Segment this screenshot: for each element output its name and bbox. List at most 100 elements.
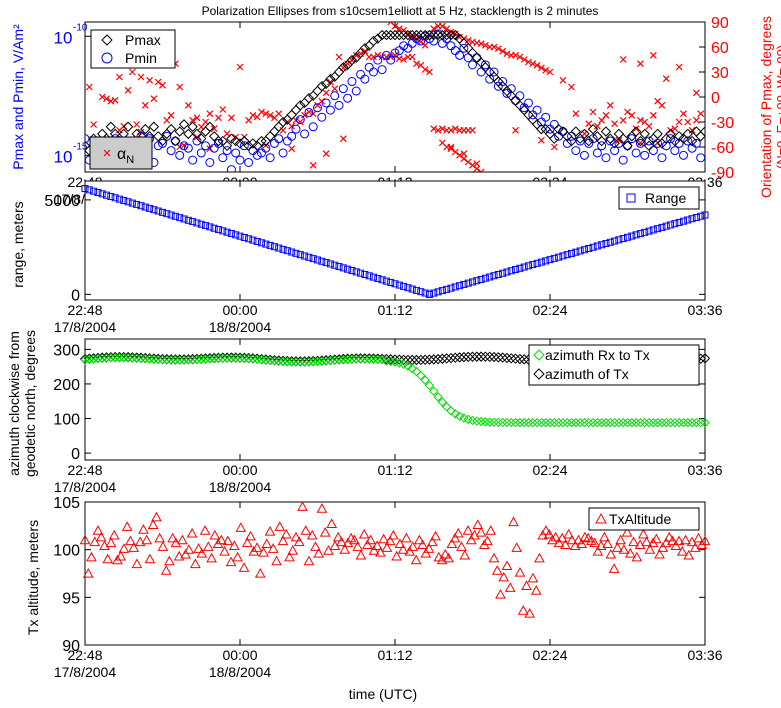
range-point xyxy=(245,235,253,243)
azimuth-rx-point xyxy=(687,417,697,428)
altitude-point xyxy=(131,558,143,569)
y-tick-label: 100 xyxy=(53,412,80,429)
alpha-point xyxy=(370,53,377,61)
alpha-point xyxy=(116,73,123,81)
pmin-point xyxy=(338,84,348,94)
pmin-point xyxy=(330,91,340,101)
altitude-point xyxy=(180,548,191,559)
altitude-point xyxy=(375,546,386,557)
azimuth-rx-point xyxy=(119,353,129,363)
pmax-point xyxy=(295,100,306,111)
alpha-point xyxy=(593,122,601,130)
alpha-point xyxy=(568,83,575,91)
azimuth-rx-point xyxy=(330,355,340,365)
range-point xyxy=(490,272,498,280)
range-point xyxy=(636,230,644,238)
altitude-point xyxy=(381,542,393,552)
altitude-point xyxy=(511,542,523,552)
azimuth-rx-point xyxy=(678,417,689,428)
alpha-point xyxy=(434,126,442,134)
altitude-point xyxy=(488,552,500,563)
pmin-point xyxy=(231,148,241,158)
legend-marker-pmax xyxy=(101,34,113,46)
alpha-point xyxy=(542,66,550,74)
range-point xyxy=(378,276,386,284)
pmax-point xyxy=(338,62,349,73)
altitude-point xyxy=(641,536,652,547)
range-point xyxy=(361,271,369,278)
pmax-point xyxy=(600,126,612,137)
alpha-point xyxy=(137,73,145,81)
alpha-point xyxy=(456,33,464,41)
azimuth-rx-point xyxy=(364,354,374,364)
range-point xyxy=(94,189,102,197)
pmax-point xyxy=(140,123,151,135)
azimuth-rx-point xyxy=(136,353,146,364)
azimuth-rx-point xyxy=(480,417,491,427)
azimuth-rx-point xyxy=(635,417,646,428)
alpha-point xyxy=(275,110,283,118)
azimuth-rx-point xyxy=(230,353,241,363)
altitude-point xyxy=(465,534,477,545)
range-point xyxy=(559,252,567,260)
azimuth-rx-point xyxy=(183,355,194,365)
pmax-point xyxy=(204,121,216,132)
pmax-point xyxy=(432,29,444,41)
pmin-point xyxy=(670,146,680,156)
x-tick-date-label: 18/8/2004 xyxy=(209,479,271,495)
altitude-point xyxy=(550,531,562,542)
altitude-point xyxy=(456,541,467,551)
y-tick-label: 105 xyxy=(53,495,80,512)
range-point xyxy=(249,236,257,244)
altitude-point xyxy=(293,536,305,547)
altitude-point xyxy=(105,537,117,548)
alpha-point xyxy=(184,101,192,109)
y-tick-label: 100 xyxy=(53,543,80,560)
y-axis-label: Tx altitude, meters xyxy=(25,520,41,635)
azimuth-rx-point xyxy=(558,417,568,428)
altitude-point xyxy=(193,543,204,553)
altitude-point xyxy=(254,567,266,578)
range-point xyxy=(81,185,89,193)
pmax-point xyxy=(105,121,117,132)
pmin-point xyxy=(635,138,645,148)
azimuth-rx-point xyxy=(596,417,607,428)
range-point xyxy=(434,288,442,296)
range-point xyxy=(473,277,481,285)
altitude-point xyxy=(410,554,422,565)
range-point xyxy=(425,290,433,298)
alpha-point xyxy=(520,56,528,63)
pmax-point xyxy=(221,140,233,152)
alpha-point xyxy=(150,95,158,103)
alpha-point xyxy=(331,85,339,93)
altitude-point xyxy=(222,535,234,546)
range-point xyxy=(417,288,425,296)
pmin-point xyxy=(222,146,232,156)
altitude-point xyxy=(157,541,169,551)
range-point xyxy=(589,243,597,251)
alpha-point xyxy=(413,60,420,68)
azimuth-rx-point xyxy=(398,359,409,370)
azimuth-rx-point xyxy=(601,417,611,428)
alpha-point xyxy=(546,68,554,76)
azimuth-rx-point xyxy=(235,353,245,364)
range-point xyxy=(283,247,291,255)
azimuth-tx-point xyxy=(398,354,409,366)
alpha-point xyxy=(537,64,545,72)
altitude-point xyxy=(290,531,302,542)
altitude-point xyxy=(624,547,636,558)
altitude-point xyxy=(663,531,675,542)
range-point xyxy=(529,261,537,269)
azimuth-rx-point xyxy=(157,355,168,365)
y-tick-label: 95 xyxy=(62,590,80,607)
altitude-point xyxy=(371,540,383,550)
figure-title: Polarization Ellipses from s10csem1ellio… xyxy=(202,4,599,18)
alpha-point xyxy=(512,126,519,134)
range-point xyxy=(357,269,365,277)
range-point xyxy=(550,254,558,262)
pmax-point xyxy=(389,29,401,41)
azimuth-rx-point xyxy=(355,354,366,364)
alpha-point xyxy=(667,126,674,134)
alpha-point xyxy=(223,130,231,138)
alpha-point xyxy=(438,22,446,30)
